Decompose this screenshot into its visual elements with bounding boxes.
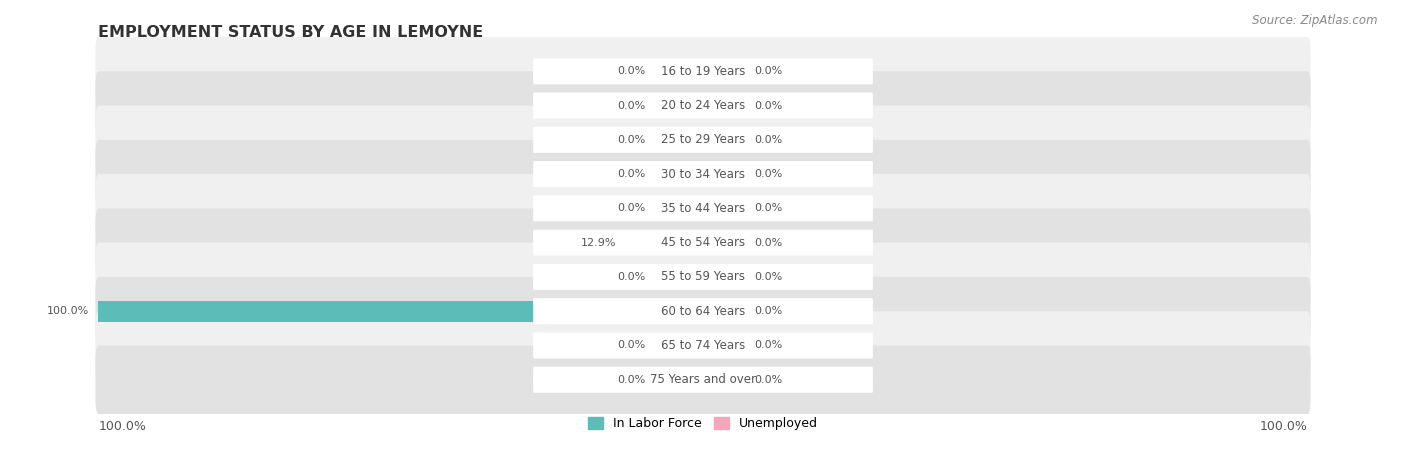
Text: 45 to 54 Years: 45 to 54 Years (661, 236, 745, 249)
Bar (98, 300, 703, 322)
Bar (655, 60, 703, 82)
Bar (703, 300, 745, 322)
FancyBboxPatch shape (96, 345, 1310, 414)
Bar (703, 198, 745, 219)
FancyBboxPatch shape (533, 367, 873, 393)
Text: 100.0%: 100.0% (48, 306, 90, 316)
Bar (703, 335, 745, 356)
FancyBboxPatch shape (96, 208, 1310, 277)
Bar (655, 129, 703, 151)
Bar (703, 60, 745, 82)
Text: 0.0%: 0.0% (755, 272, 783, 282)
Text: 0.0%: 0.0% (755, 238, 783, 248)
FancyBboxPatch shape (96, 311, 1310, 380)
FancyBboxPatch shape (533, 195, 873, 221)
Bar (655, 198, 703, 219)
FancyBboxPatch shape (96, 140, 1310, 208)
Bar (655, 95, 703, 116)
FancyBboxPatch shape (96, 106, 1310, 174)
FancyBboxPatch shape (533, 58, 873, 84)
Text: 0.0%: 0.0% (755, 341, 783, 350)
Bar (703, 95, 745, 116)
FancyBboxPatch shape (533, 161, 873, 187)
Text: 20 to 24 Years: 20 to 24 Years (661, 99, 745, 112)
Bar (703, 163, 745, 185)
Text: 0.0%: 0.0% (617, 341, 645, 350)
Text: 0.0%: 0.0% (617, 66, 645, 76)
FancyBboxPatch shape (533, 264, 873, 290)
FancyBboxPatch shape (96, 277, 1310, 345)
Text: EMPLOYMENT STATUS BY AGE IN LEMOYNE: EMPLOYMENT STATUS BY AGE IN LEMOYNE (98, 25, 484, 41)
Text: 0.0%: 0.0% (755, 375, 783, 385)
Bar (655, 335, 703, 356)
Text: 0.0%: 0.0% (755, 306, 783, 316)
Text: 25 to 29 Years: 25 to 29 Years (661, 133, 745, 146)
FancyBboxPatch shape (533, 92, 873, 119)
Text: 0.0%: 0.0% (617, 203, 645, 213)
Text: 0.0%: 0.0% (617, 135, 645, 145)
FancyBboxPatch shape (533, 298, 873, 324)
Text: 60 to 64 Years: 60 to 64 Years (661, 305, 745, 318)
Bar (655, 163, 703, 185)
FancyBboxPatch shape (96, 243, 1310, 311)
Text: Source: ZipAtlas.com: Source: ZipAtlas.com (1253, 14, 1378, 27)
Text: 100.0%: 100.0% (1260, 420, 1308, 433)
Bar (703, 266, 745, 288)
Bar (703, 129, 745, 151)
Text: 75 Years and over: 75 Years and over (650, 373, 756, 386)
FancyBboxPatch shape (96, 174, 1310, 243)
FancyBboxPatch shape (533, 127, 873, 153)
Bar (703, 232, 745, 253)
Bar (655, 369, 703, 391)
Text: 0.0%: 0.0% (755, 101, 783, 110)
Legend: In Labor Force, Unemployed: In Labor Force, Unemployed (583, 412, 823, 435)
Text: 0.0%: 0.0% (617, 375, 645, 385)
Text: 0.0%: 0.0% (755, 135, 783, 145)
Text: 100.0%: 100.0% (98, 420, 146, 433)
Text: 65 to 74 Years: 65 to 74 Years (661, 339, 745, 352)
Text: 0.0%: 0.0% (755, 66, 783, 76)
Text: 16 to 19 Years: 16 to 19 Years (661, 65, 745, 78)
FancyBboxPatch shape (96, 37, 1310, 106)
Text: 0.0%: 0.0% (617, 272, 645, 282)
FancyBboxPatch shape (533, 332, 873, 359)
Text: 0.0%: 0.0% (617, 101, 645, 110)
Text: 0.0%: 0.0% (617, 169, 645, 179)
Text: 30 to 34 Years: 30 to 34 Years (661, 168, 745, 180)
Bar (626, 232, 703, 253)
FancyBboxPatch shape (533, 230, 873, 256)
Text: 0.0%: 0.0% (755, 169, 783, 179)
Text: 12.9%: 12.9% (581, 238, 616, 248)
Bar (703, 369, 745, 391)
Bar (655, 266, 703, 288)
Text: 55 to 59 Years: 55 to 59 Years (661, 271, 745, 283)
Text: 35 to 44 Years: 35 to 44 Years (661, 202, 745, 215)
Text: 0.0%: 0.0% (755, 203, 783, 213)
FancyBboxPatch shape (96, 71, 1310, 140)
